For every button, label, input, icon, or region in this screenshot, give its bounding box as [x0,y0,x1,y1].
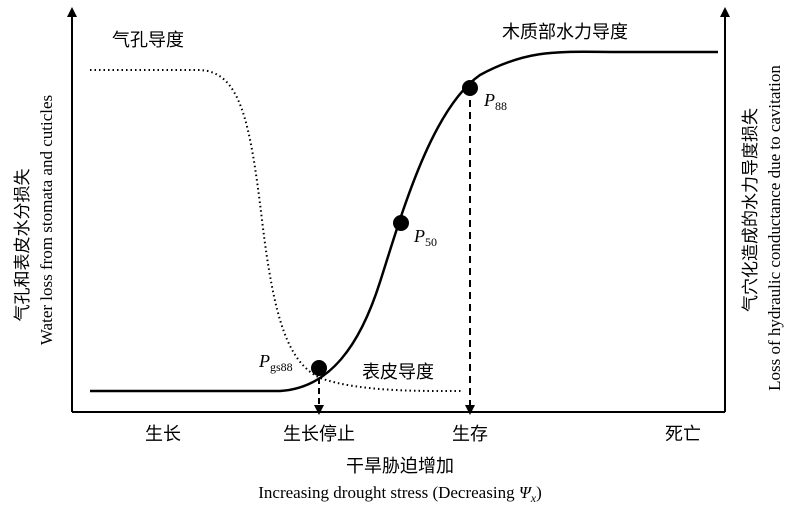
stomatal-conductance-label: 气孔导度 [112,30,184,51]
p50-subscript: 50 [425,235,437,249]
xylem-conductance-curve [90,50,718,393]
x-axis-title-en-subscript: x [530,491,537,505]
stage-growth-cessation-label: 生长停止 [283,424,355,445]
pgs88-label: Pgs88 [258,351,293,374]
x-axis-title-en-prefix: Increasing drought stress (Decreasing [258,483,519,502]
p88-label: P88 [483,90,507,113]
left-axis-title-cn: 气孔和表皮水分损失 [13,169,33,322]
x-axis-title-en: Increasing drought stress (Decreasing Ψx… [258,483,542,505]
x-axis-title-en-suffix: ) [536,483,542,502]
p50-symbol: P [413,226,425,246]
cuticular-conductance-label: 表皮导度 [362,362,434,383]
pgs88-subscript: gs88 [270,360,293,374]
p88-symbol: P [483,90,495,110]
x-axis-title-cn: 干旱胁迫增加 [346,456,454,477]
pgs88-symbol: P [258,351,270,371]
right-axis-title-cn: 气穴化造成的水力导度损失 [741,108,761,312]
stage-survival-label: 生存 [452,424,488,445]
axes [67,7,730,413]
p50-point [393,215,409,231]
x-axis-title-en-symbol: Ψ [519,483,533,502]
stage-growth-label: 生长 [145,424,181,445]
pgs88-point [311,360,327,376]
p50-label: P50 [413,226,437,249]
xylem-conductance-label: 木质部水力导度 [502,22,628,43]
p88-subscript: 88 [495,99,507,113]
stage-death-label: 死亡 [665,424,701,445]
left-axis-title-en: Water loss from stomata and cuticles [37,95,56,345]
stomatal-conductance-curve [90,69,463,393]
right-axis-title-en: Loss of hydraulic conductance due to cav… [765,65,784,391]
p88-point [462,80,478,96]
